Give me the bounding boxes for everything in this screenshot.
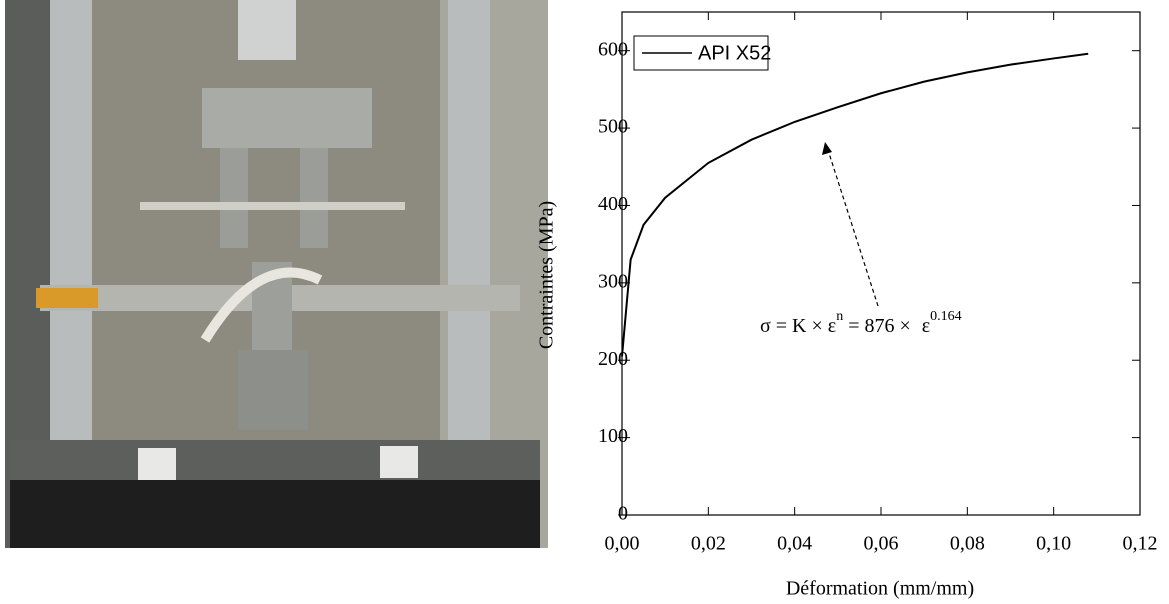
legend-box [633,35,769,71]
y-tick-label: 100 [598,425,628,447]
y-tick-label: 400 [598,193,628,215]
plot-frame [621,11,1141,516]
x-axis-label: Déformation (mm/mm) [786,578,974,600]
annotation-part: ε [922,315,930,337]
annotation-part: σ = K × ε [760,315,836,337]
x-tick-label: 0,00 [605,533,640,555]
y-tick-label: 200 [598,348,628,370]
y-tick-label: 500 [598,116,628,138]
y-tick-label: 0 [618,503,628,525]
x-tick-label: 0,06 [864,533,899,555]
legend-label: API X52 [698,42,771,64]
annotation-sup: n [836,309,843,324]
y-axis-label: Contraintes (MPa) [536,201,558,349]
x-tick-label: 0,02 [691,533,726,555]
y-tick-label: 300 [598,270,628,292]
annotation-arrow [827,149,879,307]
annotation-part: = 876 × [843,315,916,337]
x-tick-label: 0,04 [777,533,812,555]
annotation: σ = K × εn = 876 × ε0.164 [760,309,962,336]
x-tick-label: 0,08 [950,533,985,555]
y-tick-label: 600 [598,38,628,60]
legend: API X52 [633,35,771,71]
x-tick-label: 0,10 [1036,533,1071,555]
data-line [621,52,1089,357]
annotation-sup: 0.164 [930,309,962,324]
photo [5,0,548,548]
arrow-head [822,142,832,155]
x-tick-label: 0,12 [1123,533,1158,555]
